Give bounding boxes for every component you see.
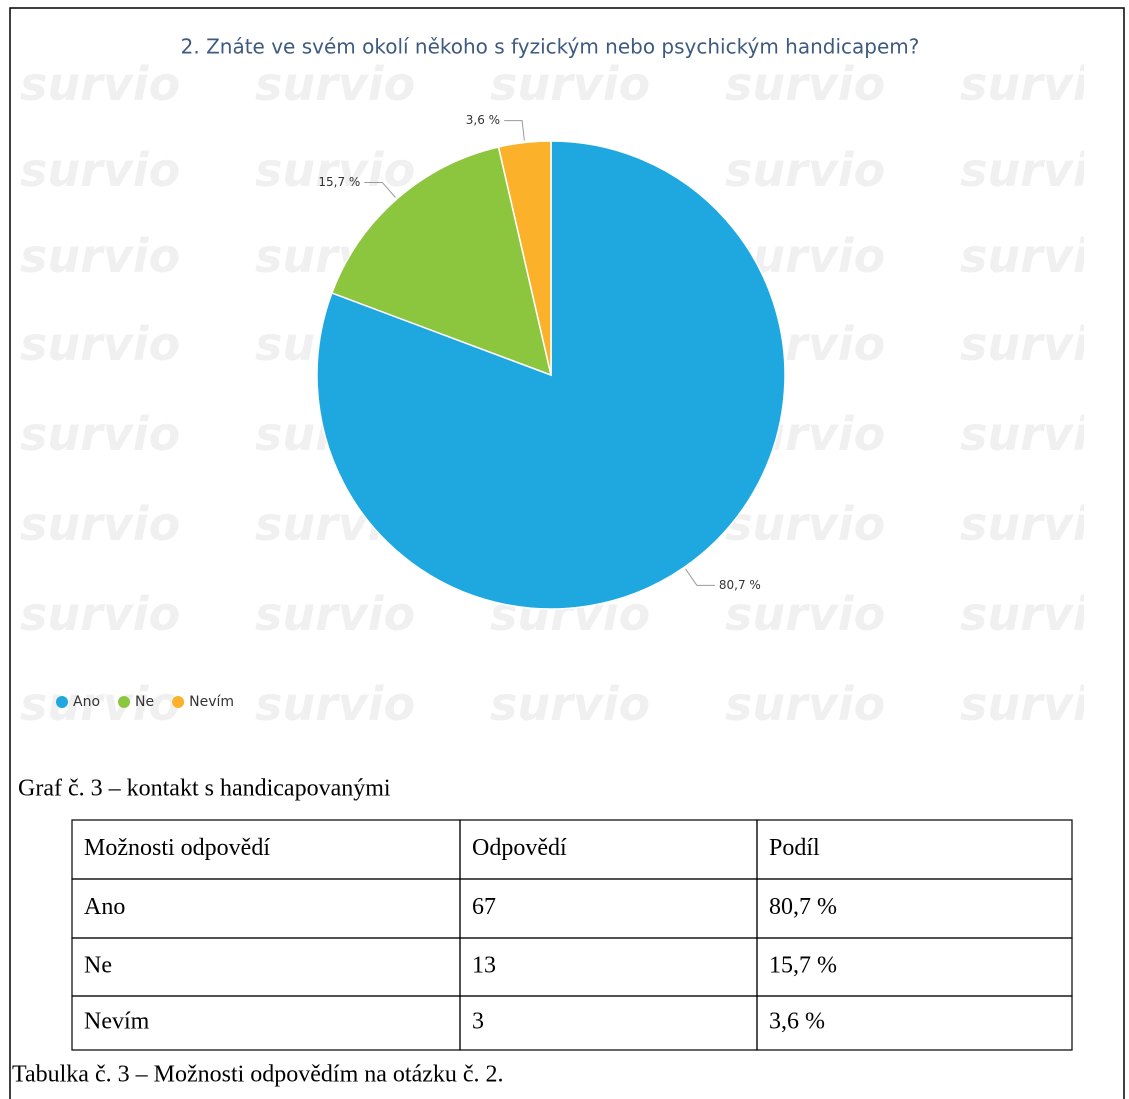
watermark-text: survio bbox=[490, 57, 650, 111]
table-caption: Tabulka č. 3 – Možnosti odpovědím na otá… bbox=[12, 1062, 504, 1088]
legend-label: Nevím bbox=[189, 694, 234, 710]
watermark-text: survio bbox=[725, 57, 885, 111]
table: Možnosti odpovědí Odpovědí Podíl Ano 67 80,7 … bbox=[71, 819, 1073, 1051]
table-cell bbox=[459, 995, 758, 1051]
legend-dot bbox=[118, 696, 131, 708]
table-cell bbox=[71, 937, 461, 997]
legend: Ano Ne Nevím bbox=[56, 694, 234, 710]
legend-dot bbox=[172, 696, 185, 708]
watermark-text: survio bbox=[255, 57, 415, 111]
watermark-text: survio bbox=[20, 677, 180, 731]
watermark-text: survio bbox=[960, 497, 1120, 551]
cell-text: Odpovědí bbox=[472, 835, 567, 861]
watermark-text: survio bbox=[255, 587, 415, 641]
table-cell bbox=[71, 878, 461, 939]
watermark-text: survio bbox=[20, 497, 180, 551]
legend-label: Ne bbox=[135, 694, 154, 710]
leader-line bbox=[364, 181, 396, 198]
leader-line bbox=[504, 120, 525, 141]
watermark-text: survio bbox=[725, 497, 885, 551]
watermark-text: survio bbox=[960, 677, 1120, 731]
cell-text: 80,7 % bbox=[769, 894, 837, 920]
watermark-text: survio bbox=[960, 407, 1120, 461]
cell-text: Nevím bbox=[84, 1009, 150, 1035]
table-cell bbox=[459, 878, 758, 939]
data-label: 3,6 % bbox=[466, 113, 500, 127]
pie-slice bbox=[330, 146, 553, 377]
leader-line bbox=[685, 568, 715, 586]
watermark-text: survio bbox=[725, 677, 885, 731]
watermark-text: survio bbox=[20, 143, 180, 197]
watermark-text: survio bbox=[255, 143, 415, 197]
watermark-text: survio bbox=[490, 677, 650, 731]
watermark-text: survio bbox=[20, 229, 180, 283]
cell-text: 3 bbox=[472, 1009, 484, 1035]
table-cell bbox=[459, 937, 758, 997]
watermark-text: survio bbox=[960, 587, 1120, 641]
watermark-text: survio bbox=[255, 677, 415, 731]
cell-text: 67 bbox=[472, 894, 496, 920]
watermark-text: survio bbox=[20, 587, 180, 641]
watermark-text: survio bbox=[960, 229, 1120, 283]
watermark-text: survio bbox=[725, 143, 885, 197]
cell-text: Ne bbox=[84, 953, 112, 979]
data-label: 15,7 % bbox=[318, 175, 360, 189]
watermark-text: survio bbox=[20, 57, 180, 111]
cell-text: Možnosti odpovědí bbox=[84, 835, 270, 861]
cell-text: 3,6 % bbox=[769, 1009, 825, 1035]
watermark-text: survio bbox=[960, 143, 1120, 197]
watermark-text: survio bbox=[20, 317, 180, 371]
data-label: 80,7 % bbox=[719, 578, 761, 592]
watermark-text: survio bbox=[960, 57, 1120, 111]
legend-label: Ano bbox=[73, 694, 100, 710]
cell-text: 15,7 % bbox=[769, 953, 837, 979]
cell-text: 13 bbox=[472, 953, 496, 979]
watermark-text: survio bbox=[20, 407, 180, 461]
pie-slice bbox=[497, 140, 552, 376]
legend-dot bbox=[56, 696, 68, 708]
watermark-text: survio bbox=[725, 587, 885, 641]
cell-text: Ano bbox=[84, 894, 125, 920]
figure-caption: Graf č. 3 – kontakt s handicapovanými bbox=[18, 776, 391, 802]
pie: 80,7 % 15,7 % 3,6 % bbox=[316, 113, 786, 610]
watermark-text: survio bbox=[960, 317, 1120, 371]
table-cell bbox=[756, 995, 1073, 1051]
frame bbox=[9, 7, 1125, 1099]
chart-title: 2. Znáte ve svém okolí někoho s fyzickým… bbox=[181, 35, 920, 59]
cell-text: Podíl bbox=[769, 835, 820, 861]
